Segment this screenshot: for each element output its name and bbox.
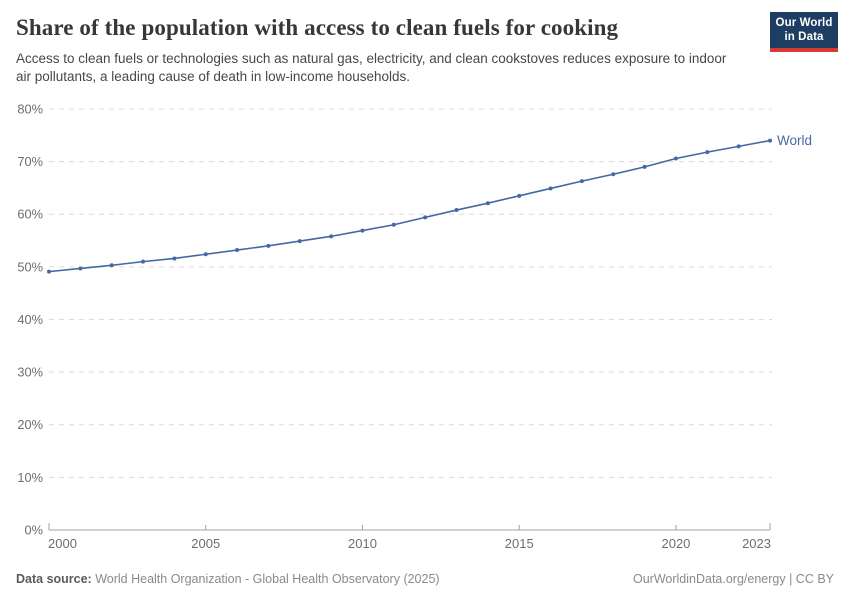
data-source: Data source: World Health Organization -… [16, 572, 440, 586]
owid-logo[interactable]: Our World in Data [770, 12, 838, 52]
chart-header: Share of the population with access to c… [16, 14, 750, 87]
data-point[interactable] [673, 156, 678, 161]
y-tick-label: 80% [17, 101, 43, 116]
data-point[interactable] [611, 172, 616, 177]
data-source-label: Data source: [16, 572, 92, 586]
data-point[interactable] [391, 222, 396, 227]
chart-footer: Data source: World Health Organization -… [16, 572, 834, 586]
x-tick-label: 2005 [191, 536, 220, 551]
data-point[interactable] [485, 201, 490, 206]
data-point[interactable] [360, 228, 365, 233]
data-point[interactable] [329, 234, 334, 239]
y-tick-label: 20% [17, 417, 43, 432]
data-point[interactable] [297, 239, 302, 244]
data-point[interactable] [203, 252, 208, 257]
y-tick-label: 40% [17, 312, 43, 327]
data-point[interactable] [235, 248, 240, 253]
x-tick-label: 2010 [348, 536, 377, 551]
x-tick-label: 2015 [505, 536, 534, 551]
series-label[interactable]: World [777, 133, 812, 148]
data-point[interactable] [266, 243, 271, 248]
data-point[interactable] [642, 164, 647, 169]
data-point[interactable] [78, 266, 83, 271]
y-tick-label: 70% [17, 154, 43, 169]
chart-subtitle: Access to clean fuels or technologies su… [16, 50, 727, 85]
data-point[interactable] [736, 144, 741, 149]
data-point[interactable] [141, 259, 146, 264]
credit-link[interactable]: OurWorldinData.org/energy | CC BY [632, 572, 834, 586]
owid-logo-line1: Our World [775, 16, 833, 29]
data-point[interactable] [548, 186, 553, 191]
data-point[interactable] [579, 179, 584, 184]
y-tick-label: 10% [17, 470, 43, 485]
data-source-text: World Health Organization - Global Healt… [91, 572, 440, 586]
owid-logo-line2: in Data [784, 31, 824, 43]
data-point[interactable] [768, 138, 772, 143]
y-tick-label: 60% [17, 207, 43, 222]
y-tick-label: 0% [25, 522, 44, 537]
chart-title: Share of the population with access to c… [16, 15, 619, 40]
y-tick-label: 30% [17, 365, 43, 380]
data-point[interactable] [454, 208, 459, 213]
x-tick-label: 2023 [742, 536, 771, 551]
x-tick-label: 2020 [661, 536, 690, 551]
data-point[interactable] [172, 256, 177, 261]
series-line[interactable] [48, 139, 771, 273]
data-point[interactable] [517, 193, 522, 198]
data-point[interactable] [109, 263, 114, 268]
data-point[interactable] [423, 215, 428, 220]
y-tick-label: 50% [17, 259, 43, 274]
x-tick-label: 2000 [48, 536, 77, 551]
data-point[interactable] [47, 269, 51, 274]
data-point[interactable] [705, 150, 710, 155]
